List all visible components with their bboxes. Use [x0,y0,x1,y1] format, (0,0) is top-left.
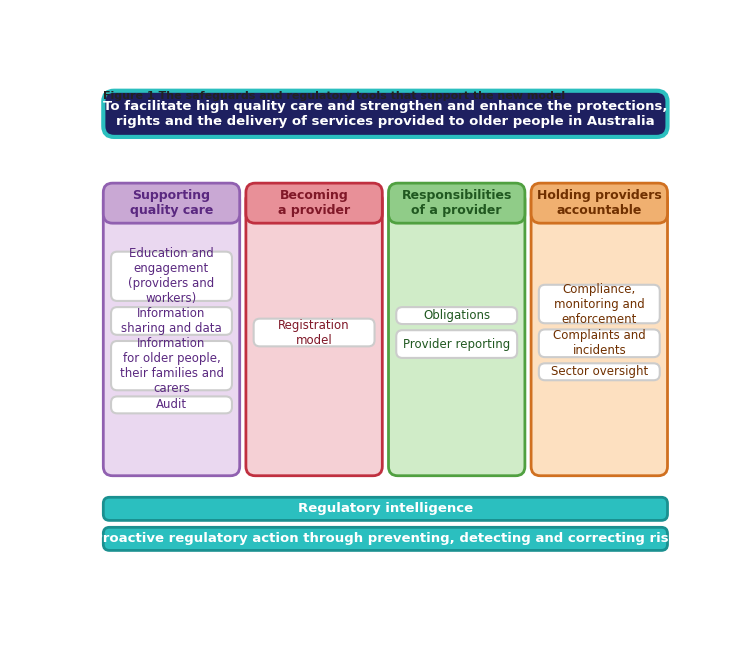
FancyBboxPatch shape [111,307,232,334]
FancyBboxPatch shape [253,319,374,346]
Text: Registration
model: Registration model [278,318,350,347]
Text: Compliance,
monitoring and
enforcement: Compliance, monitoring and enforcement [554,283,644,325]
Text: Information
for older people,
their families and
carers: Information for older people, their fami… [120,336,223,395]
FancyBboxPatch shape [539,364,660,380]
Text: Audit: Audit [156,399,187,411]
FancyBboxPatch shape [396,330,517,358]
Text: Sector oversight: Sector oversight [550,366,648,378]
FancyBboxPatch shape [103,91,668,137]
FancyBboxPatch shape [103,183,240,223]
FancyBboxPatch shape [103,498,668,520]
FancyBboxPatch shape [111,252,232,301]
Text: To facilitate high quality care and strengthen and enhance the protections,
righ: To facilitate high quality care and stre… [103,100,668,128]
Text: Proactive regulatory action through preventing, detecting and correcting risk: Proactive regulatory action through prev… [93,532,678,545]
FancyBboxPatch shape [246,191,382,476]
FancyBboxPatch shape [111,397,232,413]
Text: Responsibilities
of a provider: Responsibilities of a provider [402,189,512,217]
FancyBboxPatch shape [103,527,668,551]
Text: Becoming
a provider: Becoming a provider [278,189,350,217]
Text: Complaints and
incidents: Complaints and incidents [553,329,646,357]
FancyBboxPatch shape [531,183,668,223]
FancyBboxPatch shape [396,307,517,324]
FancyBboxPatch shape [539,329,660,357]
FancyBboxPatch shape [246,183,382,223]
FancyBboxPatch shape [111,341,232,390]
FancyBboxPatch shape [389,191,525,476]
FancyBboxPatch shape [103,191,240,476]
Text: Figure 1 The safeguards and regulatory tools that support the new model: Figure 1 The safeguards and regulatory t… [103,91,566,101]
FancyBboxPatch shape [531,191,668,476]
Text: Regulatory intelligence: Regulatory intelligence [298,502,473,516]
Text: Supporting
quality care: Supporting quality care [130,189,213,217]
FancyBboxPatch shape [389,183,525,223]
Text: Holding providers
accountable: Holding providers accountable [537,189,662,217]
Text: Provider reporting: Provider reporting [403,338,511,351]
Text: Education and
engagement
(providers and
workers): Education and engagement (providers and … [129,247,214,305]
Text: Information
sharing and data: Information sharing and data [121,307,222,335]
FancyBboxPatch shape [539,285,660,324]
Text: Obligations: Obligations [423,309,490,322]
